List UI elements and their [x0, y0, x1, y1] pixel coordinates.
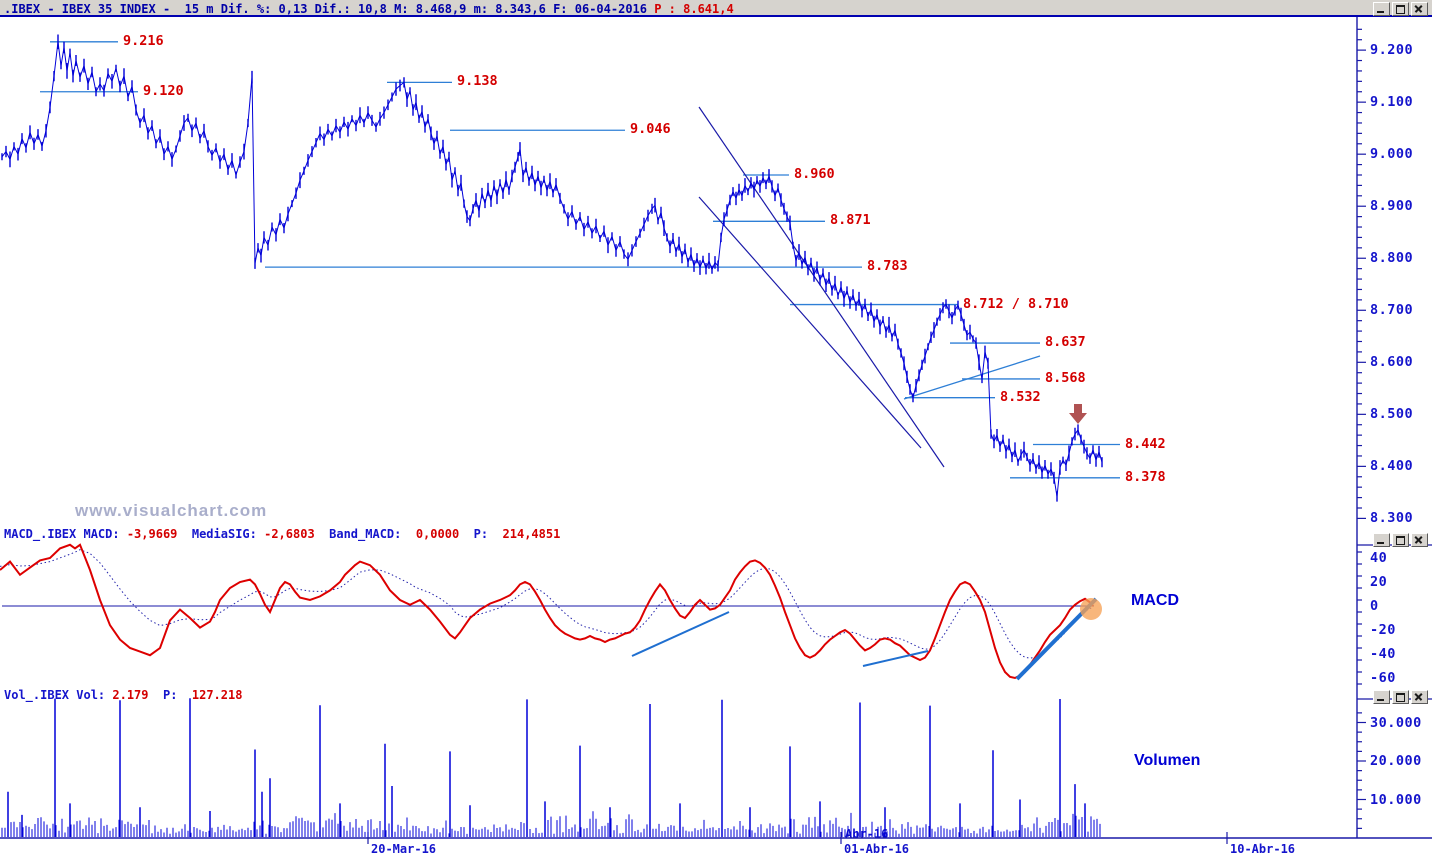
level-label: 9.216: [123, 32, 164, 49]
macd-trendline: [862, 650, 929, 667]
macd-close-button[interactable]: [1411, 533, 1428, 547]
macd-axis-label: -60: [1370, 670, 1396, 686]
level-label: 8.532: [1000, 388, 1041, 405]
volume-axis-label: 10.000: [1370, 791, 1422, 808]
price-axis-label: 9.100: [1370, 94, 1414, 111]
macd-axis-label: 40: [1370, 550, 1388, 566]
window-title-bar: .IBEX - IBEX 35 INDEX - 15 m Dif. %: 0,1…: [0, 0, 1432, 17]
price-axis-label: 8.700: [1370, 302, 1414, 319]
price-axis-label: 8.500: [1370, 406, 1414, 423]
level-label: 9.046: [630, 121, 671, 138]
volume-header-part: Vol_.IBEX Vol:: [4, 688, 106, 702]
minimize-icon: [1377, 699, 1384, 701]
price-axis-label: 8.600: [1370, 354, 1414, 371]
window-title: .IBEX - IBEX 35 INDEX - 15 m Dif. %: 0,1…: [4, 2, 734, 16]
macd-axis-label: 0: [1370, 598, 1379, 614]
price-axis-label: 8.300: [1370, 510, 1414, 527]
level-label: 8.637: [1045, 334, 1086, 351]
macd-line: [0, 543, 1094, 680]
volume-axis-label: 30.000: [1370, 714, 1422, 731]
level-label: 8.378: [1125, 468, 1166, 485]
minimize-icon: [1377, 542, 1384, 544]
price-axis-label: 9.000: [1370, 146, 1414, 163]
channel-line: [698, 196, 922, 449]
macd-header-part: 0,0000: [401, 527, 460, 541]
volume-pane-label: Volumen: [1134, 752, 1201, 769]
date-axis-label: 20-Mar-16: [371, 842, 437, 856]
volume-maximize-button[interactable]: [1392, 690, 1409, 704]
level-label: 8.712 / 8.710: [963, 295, 1069, 312]
macd-trendline: [631, 611, 730, 657]
support-trendline: [903, 355, 1041, 400]
volume-bars: [1, 698, 1101, 837]
price-levels: [40, 41, 1120, 479]
macd-header-part: -3,9669: [119, 527, 178, 541]
price-axis-label: 8.800: [1370, 250, 1414, 267]
macd-header-part: 214,4851: [488, 527, 561, 541]
price-axis-label: 9.200: [1370, 42, 1414, 59]
volume-pane-controls: [1373, 690, 1428, 704]
down-arrow-icon: [1069, 404, 1087, 424]
macd-pane-label: MACD: [1131, 592, 1179, 609]
price-series: [1, 34, 1103, 502]
macd-signal-line: [0, 549, 1094, 659]
macd-header-part: P:: [459, 527, 489, 541]
level-label: 8.568: [1045, 369, 1086, 386]
macd-axis-label: 20: [1370, 574, 1388, 590]
macd-maximize-button[interactable]: [1392, 533, 1409, 547]
maximize-icon: [1396, 693, 1405, 702]
price-axis: [1357, 28, 1366, 829]
close-button[interactable]: [1411, 2, 1428, 16]
macd-axis-label: -40: [1370, 646, 1396, 662]
watermark: www.visualchart.com: [75, 501, 268, 520]
maximize-icon: [1396, 536, 1405, 545]
level-label: 8.960: [794, 165, 835, 182]
window-title-info: .IBEX - IBEX 35 INDEX - 15 m Dif. %: 0,1…: [4, 2, 655, 16]
volume-axis-label: 20.000: [1370, 753, 1422, 769]
channel-line: [698, 106, 945, 468]
volume-minimize-button[interactable]: [1373, 690, 1390, 704]
macd-highlight-circle: [1080, 598, 1102, 620]
volume-header: Vol_.IBEX Vol: 2.179 P: 127.218: [4, 688, 242, 702]
window-title-last-price: P : 8.641,4: [654, 2, 734, 16]
price-axis-label: 8.400: [1370, 458, 1414, 475]
window-controls: [1373, 2, 1428, 16]
level-label: 8.783: [867, 258, 908, 275]
date-axis-label: 10-Abr-16: [1230, 842, 1296, 856]
macd-header-part: Band_MACD:: [314, 527, 402, 541]
macd-header-part: MACD_.IBEX MACD:: [4, 527, 120, 541]
macd-pane-controls: [1373, 533, 1428, 547]
volume-header-part: P:: [148, 688, 178, 702]
level-label: 8.871: [830, 212, 871, 229]
minimize-button[interactable]: [1373, 2, 1390, 16]
volume-header-part: 127.218: [177, 688, 243, 702]
volume-header-part: 2.179: [105, 688, 149, 702]
macd-axis-label: -20: [1370, 622, 1396, 638]
volume-close-button[interactable]: [1411, 690, 1428, 704]
macd-minimize-button[interactable]: [1373, 533, 1390, 547]
macd-header-part: -2,6803: [256, 527, 315, 541]
maximize-icon: [1396, 5, 1405, 14]
minimize-icon: [1377, 11, 1384, 13]
maximize-button[interactable]: [1392, 2, 1409, 16]
level-label: 9.120: [143, 82, 184, 99]
level-label: 9.138: [457, 73, 498, 90]
level-label: 8.442: [1125, 435, 1166, 452]
macd-header-part: MediaSIG:: [177, 527, 257, 541]
macd-series: [0, 543, 1094, 680]
price-axis-label: 8.900: [1370, 198, 1414, 215]
date-axis-label: 01-Abr-16: [844, 842, 910, 856]
macd-header: MACD_.IBEX MACD: -3,9669 MediaSIG: -2,68…: [4, 527, 560, 541]
